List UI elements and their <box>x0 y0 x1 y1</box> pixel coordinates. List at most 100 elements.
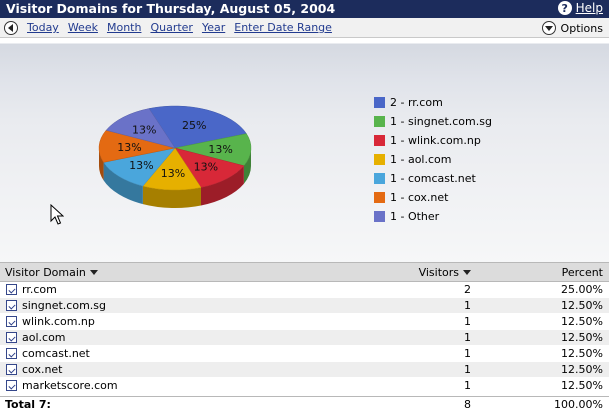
pie-slice-label: 13% <box>129 159 153 172</box>
row-checkbox[interactable] <box>6 380 17 391</box>
table-row[interactable]: singnet.com.sg 1 12.50% <box>0 298 609 314</box>
cell-percent: 12.50% <box>561 363 603 376</box>
sort-down-icon[interactable] <box>89 270 98 275</box>
table-row[interactable]: marketscore.com 1 12.50% <box>0 378 609 394</box>
legend-label: 1 - singnet.com.sg <box>390 115 492 128</box>
legend-label: 1 - cox.net <box>390 191 449 204</box>
legend-swatch <box>374 192 385 203</box>
link-year[interactable]: Year <box>201 21 226 34</box>
row-checkbox[interactable] <box>6 332 17 343</box>
cell-percent: 12.50% <box>561 347 603 360</box>
pie-slice-label: 13% <box>132 123 156 136</box>
cell-percent: 12.50% <box>561 299 603 312</box>
pie-slice-label: 13% <box>161 167 185 180</box>
pie-chart: 25%13%13%13%13%13%13% <box>98 105 252 208</box>
cell-percent: 12.50% <box>561 315 603 328</box>
row-checkbox[interactable] <box>6 284 17 295</box>
link-quarter[interactable]: Quarter <box>150 21 193 34</box>
cell-percent: 12.50% <box>561 379 603 392</box>
cell-visitors: 1 <box>464 347 471 360</box>
cell-visitors: 1 <box>464 299 471 312</box>
row-checkbox[interactable] <box>6 364 17 375</box>
options-menu[interactable]: Options <box>541 21 603 35</box>
legend-item: 1 - cox.net <box>374 188 492 207</box>
legend-label: 1 - comcast.net <box>390 172 476 185</box>
page-title: Visitor Domains for Thursday, August 05,… <box>6 1 336 16</box>
chart-area: 25% 13% 13% 13% 13% 13% 13% 2 - rr.com 1 - sin… <box>0 40 609 262</box>
table-row[interactable]: rr.com 2 25.00% <box>0 282 609 298</box>
link-today[interactable]: Today <box>27 21 59 34</box>
legend-label: 1 - Other <box>390 210 440 223</box>
legend-label: 1 - wlink.com.np <box>390 134 481 147</box>
table-row[interactable]: comcast.net 1 12.50% <box>0 346 609 362</box>
total-visitors: 8 <box>464 398 471 411</box>
pie-slice-label: 25% <box>182 119 206 132</box>
column-header-percent[interactable]: Percent <box>562 266 603 279</box>
cell-visitors: 1 <box>464 315 471 328</box>
cell-domain: cox.net <box>22 363 63 376</box>
domain-table: rr.com 2 25.00% singnet.com.sg 1 12.50% … <box>0 282 609 394</box>
link-month[interactable]: Month <box>106 21 142 34</box>
date-range-toolbar: Today Week Month Quarter Year Enter Date… <box>0 18 609 38</box>
pie-slice <box>103 147 176 187</box>
pie-slice-side <box>142 186 201 208</box>
pie-slice <box>148 105 247 149</box>
pie-slice <box>142 147 202 191</box>
chart-legend: 2 - rr.com 1 - singnet.com.sg 1 - wlink.… <box>374 93 492 226</box>
link-enter-date-range[interactable]: Enter Date Range <box>234 21 332 34</box>
row-checkbox[interactable] <box>6 316 17 327</box>
cell-domain: rr.com <box>22 283 57 296</box>
table-header: Visitor Domain Visitors Percent <box>0 262 609 282</box>
cell-domain: singnet.com.sg <box>22 299 106 312</box>
legend-item: 1 - comcast.net <box>374 169 492 188</box>
pie-slice <box>174 133 252 167</box>
legend-swatch <box>374 211 385 222</box>
legend-item: 2 - rr.com <box>374 93 492 112</box>
help-icon[interactable]: ? <box>557 1 572 15</box>
total-percent: 100.00% <box>554 398 603 411</box>
cell-domain: comcast.net <box>22 347 90 360</box>
link-week[interactable]: Week <box>67 21 98 34</box>
cell-domain: aol.com <box>22 331 66 344</box>
pie-slice <box>174 147 245 188</box>
sort-down-icon[interactable] <box>463 270 471 275</box>
cell-visitors: 1 <box>464 379 471 392</box>
cell-domain: marketscore.com <box>22 379 118 392</box>
legend-swatch <box>374 154 385 165</box>
pie-slice <box>105 108 176 149</box>
cell-visitors: 2 <box>464 283 471 296</box>
back-arrow-icon[interactable] <box>4 21 18 35</box>
column-header-visitors[interactable]: Visitors <box>419 266 471 279</box>
pie-slice-side <box>200 165 244 206</box>
row-checkbox[interactable] <box>6 348 17 359</box>
legend-swatch <box>374 173 385 184</box>
column-label[interactable]: Percent <box>561 266 603 279</box>
cell-visitors: 1 <box>464 363 471 376</box>
cell-domain: wlink.com.np <box>22 315 95 328</box>
mouse-cursor-icon <box>50 204 64 225</box>
pie-slice-side <box>243 148 251 184</box>
help-link[interactable]: ? Help <box>557 1 603 15</box>
legend-label: 1 - aol.com <box>390 153 452 166</box>
total-label: Total 7: <box>5 398 51 411</box>
title-bar: Visitor Domains for Thursday, August 05,… <box>0 0 609 18</box>
legend-item: 1 - Other <box>374 207 492 226</box>
column-header-domain[interactable]: Visitor Domain <box>5 266 98 279</box>
legend-swatch <box>374 97 385 108</box>
date-range-links: Today Week Month Quarter Year Enter Date… <box>27 21 332 34</box>
column-label[interactable]: Visitors <box>418 266 459 279</box>
chevron-down-icon[interactable] <box>541 21 556 35</box>
column-label[interactable]: Visitor Domain <box>5 266 86 279</box>
table-row[interactable]: wlink.com.np 1 12.50% <box>0 314 609 330</box>
row-checkbox[interactable] <box>6 300 17 311</box>
help-label[interactable]: Help <box>575 1 603 15</box>
table-row[interactable]: aol.com 1 12.50% <box>0 330 609 346</box>
legend-swatch <box>374 135 385 146</box>
table-row[interactable]: cox.net 1 12.50% <box>0 362 609 378</box>
pie-slice <box>98 129 176 163</box>
legend-swatch <box>374 116 385 127</box>
legend-item: 1 - wlink.com.np <box>374 131 492 150</box>
pie-slice-label: 13% <box>117 141 141 154</box>
cell-visitors: 1 <box>464 331 471 344</box>
options-label[interactable]: Options <box>560 21 603 35</box>
